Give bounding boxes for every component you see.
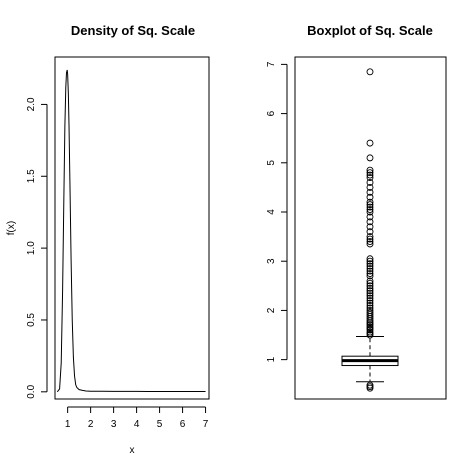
density-x-tick-label: 4 (134, 419, 140, 430)
boxplot-outlier-point (366, 306, 374, 314)
boxplot-y-tick-label: 7 (266, 61, 277, 67)
boxplot-panel: Boxplot of Sq. Scale 1 2 3 4 5 6 7 (266, 23, 447, 400)
boxplot-outlier-point (366, 260, 374, 268)
boxplot-outlier-point (366, 292, 374, 300)
boxplot-outlier-point (366, 287, 374, 295)
boxplot-outlier-point (366, 302, 374, 309)
boxplot-y-tick-label: 2 (266, 307, 277, 313)
boxplot-y-tick-label: 1 (266, 356, 277, 362)
density-x-tick-label: 6 (180, 419, 186, 430)
boxplot-outlier-point (366, 272, 374, 280)
density-y-tick-label: 1.5 (26, 169, 37, 183)
density-x-tick-label: 1 (65, 419, 71, 430)
boxplot-outlier-point (366, 328, 374, 336)
density-y-tick-label: 2.0 (26, 97, 37, 111)
density-y-tick-label: 1.0 (26, 241, 37, 255)
boxplot-outlier-point (366, 238, 374, 245)
boxplot-outlier-point (366, 255, 374, 263)
boxplot-outliers (366, 68, 374, 392)
boxplot-y-tick-label: 4 (266, 209, 277, 215)
boxplot-y-tick-label: 6 (266, 110, 277, 116)
boxplot-outlier-point (366, 279, 374, 287)
density-x-label: x (130, 445, 135, 456)
boxplot-outlier-point (366, 206, 374, 213)
boxplot-outlier-point (366, 282, 374, 290)
boxplot-outlier-point (366, 381, 374, 389)
boxplot-outlier-point (366, 270, 374, 277)
boxplot-outlier-point (366, 267, 374, 275)
boxplot-y-axis: 1 2 3 4 5 6 7 (266, 61, 288, 362)
boxplot-body (341, 336, 399, 383)
boxplot-outlier-point (366, 201, 374, 209)
density-y-tick-label: 0.5 (26, 313, 37, 327)
boxplot-outlier-point (366, 233, 374, 241)
boxplot-outlier-point (366, 183, 374, 191)
boxplot-outlier-point (366, 213, 374, 221)
boxplot-outlier-point (366, 304, 374, 312)
boxplot-outlier-point (366, 193, 374, 201)
boxplot-outlier-point (366, 277, 374, 285)
density-panel: Density of Sq. Scale 1 2 3 4 5 6 7 0.0 0.5 1.0 1.… (6, 23, 210, 456)
boxplot-outlier-point (366, 235, 374, 243)
boxplot-outlier-point (366, 139, 374, 147)
density-y-axis: 0.0 0.5 1.0 1.5 2.0 (26, 97, 48, 399)
boxplot-plot-frame (294, 56, 447, 400)
boxplot-outlier-point (366, 166, 374, 174)
boxplot-title: Boxplot of Sq. Scale (307, 23, 433, 38)
boxplot-outlier-point (366, 218, 374, 226)
boxplot-outlier-point (366, 294, 374, 302)
boxplot-outlier-point (366, 208, 374, 216)
boxplot-outlier-point (366, 297, 374, 305)
density-curve (56, 69, 206, 393)
boxplot-y-tick-label: 5 (266, 160, 277, 166)
density-x-tick-label: 5 (157, 419, 163, 430)
boxplot-outlier-point (366, 198, 374, 206)
density-x-tick-label: 2 (88, 419, 94, 430)
density-plot-frame (54, 56, 210, 400)
boxplot-outlier-point (366, 257, 374, 265)
boxplot-outlier-point (366, 188, 374, 196)
boxplot-outlier-point (366, 203, 374, 211)
density-y-tick-label: 0.0 (26, 384, 37, 398)
boxplot-outlier-point (366, 154, 374, 162)
boxplot-outlier-point (366, 284, 374, 292)
boxplot-outlier-point (366, 228, 374, 236)
boxplot-outlier-point (366, 223, 374, 231)
boxplot-outlier-point (366, 171, 374, 179)
boxplot-outlier-point (366, 308, 374, 316)
density-x-axis: 1 2 3 4 5 6 7 (65, 406, 209, 430)
boxplot-outlier-point (366, 169, 374, 177)
density-x-tick-label: 7 (203, 419, 209, 430)
boxplot-outlier-point (366, 299, 374, 307)
boxplot-outlier-point (366, 179, 374, 186)
boxplot-outlier-point (366, 323, 374, 331)
boxplot-outlier-point (366, 68, 374, 76)
boxplot-outlier-point (366, 262, 374, 270)
density-x-tick-label: 3 (111, 419, 117, 430)
boxplot-y-tick-label: 3 (266, 258, 277, 264)
boxplot-outlier-point (366, 174, 374, 182)
boxplot-outlier-point (366, 265, 374, 273)
density-title: Density of Sq. Scale (71, 23, 195, 38)
boxplot-outlier-point (366, 240, 374, 248)
boxplot-outlier-point (366, 289, 374, 297)
density-y-label: f(x) (6, 221, 17, 235)
